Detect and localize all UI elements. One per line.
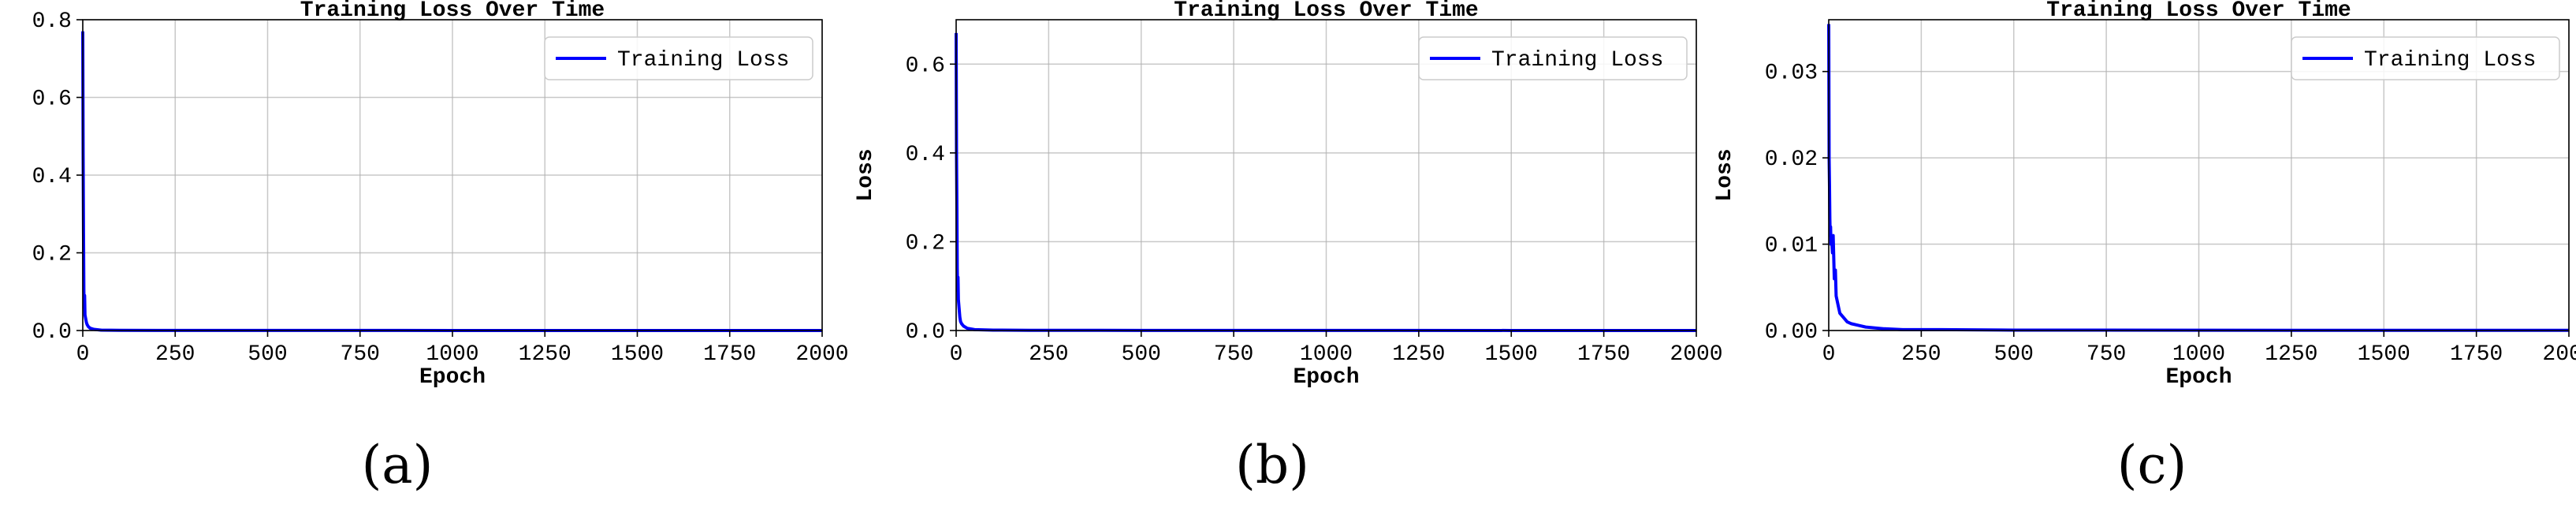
y-tick-label: 0.00 bbox=[1765, 320, 1818, 345]
x-tick-label: 1250 bbox=[519, 342, 571, 367]
legend-box bbox=[1418, 36, 1688, 80]
x-tick-label: 1500 bbox=[1485, 342, 1538, 367]
y-tick-label: 0.2 bbox=[906, 231, 945, 256]
legend-label: Training Loss bbox=[2364, 48, 2536, 73]
chart-panel-a: 0 250 500 750 1000 1250 1500 1750 2000 0.0 0.2 0.4 0… bbox=[0, 0, 849, 390]
y-tick-label: 0.8 bbox=[32, 9, 72, 34]
caption-b: (b) bbox=[1235, 435, 1309, 495]
x-tick-label: 1250 bbox=[2265, 342, 2317, 367]
legend-label: Training Loss bbox=[1491, 48, 1663, 73]
chart-panel-c: 0 250 500 750 1000 1250 1500 1750 2000 0.00 0.01 0.… bbox=[1713, 0, 2576, 390]
x-tick-label: 750 bbox=[1214, 342, 1253, 367]
caption-a: (a) bbox=[362, 435, 434, 495]
y-axis-label: Loss bbox=[854, 148, 878, 201]
x-tick-label: 1000 bbox=[426, 342, 478, 367]
x-tick-label: 1750 bbox=[2450, 342, 2503, 367]
chart-panel-b: 0 250 500 750 1000 1250 1500 1750 2000 0.0 0.2 0.4 0… bbox=[854, 0, 1723, 390]
x-tick-label: 500 bbox=[1122, 342, 1161, 367]
x-tick-label: 1750 bbox=[1577, 342, 1630, 367]
x-tick-label: 1250 bbox=[1392, 342, 1445, 367]
x-tick-label: 2000 bbox=[795, 342, 848, 367]
y-tick-label: 0.4 bbox=[32, 165, 72, 189]
legend-box bbox=[2291, 36, 2560, 80]
series-line bbox=[1827, 24, 2569, 332]
x-tick-label: 1500 bbox=[2358, 342, 2410, 367]
x-axis-label: Epoch bbox=[2165, 365, 2232, 390]
x-tick-label: 1000 bbox=[2172, 342, 2225, 367]
x-axis-label: Epoch bbox=[419, 365, 486, 390]
y-axis-label: Loss bbox=[1713, 148, 1737, 201]
y-tick-label: 0.2 bbox=[32, 243, 72, 267]
x-tick-label: 250 bbox=[1901, 342, 1941, 367]
chart-title: Training Loss Over Time bbox=[1174, 0, 1478, 23]
caption-c: (c) bbox=[2117, 435, 2187, 495]
chart-title: Training Loss Over Time bbox=[2046, 0, 2351, 23]
y-tick-label: 0.0 bbox=[32, 320, 72, 345]
x-tick-label: 750 bbox=[2086, 342, 2126, 367]
legend: Training Loss bbox=[2291, 36, 2560, 80]
legend-box bbox=[544, 36, 813, 80]
y-tick-label: 0.0 bbox=[906, 320, 945, 345]
x-axis-label: Epoch bbox=[1293, 365, 1359, 390]
y-tick-label: 0.02 bbox=[1765, 148, 1818, 172]
x-tick-label: 0 bbox=[1822, 342, 1836, 367]
y-tick-label: 0.4 bbox=[906, 143, 945, 167]
x-tick-label: 750 bbox=[341, 342, 380, 367]
y-tick-label: 0.6 bbox=[906, 54, 945, 78]
x-tick-label: 1000 bbox=[1300, 342, 1353, 367]
x-tick-label: 0 bbox=[950, 342, 963, 367]
legend-label: Training Loss bbox=[617, 48, 789, 73]
x-tick-label: 2000 bbox=[2542, 342, 2576, 367]
x-tick-label: 500 bbox=[248, 342, 287, 367]
x-tick-label: 2000 bbox=[1670, 342, 1722, 367]
x-tick-label: 0 bbox=[76, 342, 90, 367]
y-tick-label: 0.03 bbox=[1765, 62, 1818, 86]
x-tick-label: 1500 bbox=[611, 342, 664, 367]
chart-title: Training Loss Over Time bbox=[300, 0, 605, 23]
x-tick-label: 250 bbox=[155, 342, 195, 367]
legend: Training Loss bbox=[544, 36, 813, 80]
y-axis-label: Loss bbox=[0, 148, 5, 201]
x-tick-label: 500 bbox=[1994, 342, 2034, 367]
y-tick-label: 0.01 bbox=[1765, 234, 1818, 259]
x-tick-label: 250 bbox=[1029, 342, 1068, 367]
y-tick-label: 0.6 bbox=[32, 88, 72, 112]
x-tick-label: 1750 bbox=[703, 342, 756, 367]
legend: Training Loss bbox=[1418, 36, 1688, 80]
